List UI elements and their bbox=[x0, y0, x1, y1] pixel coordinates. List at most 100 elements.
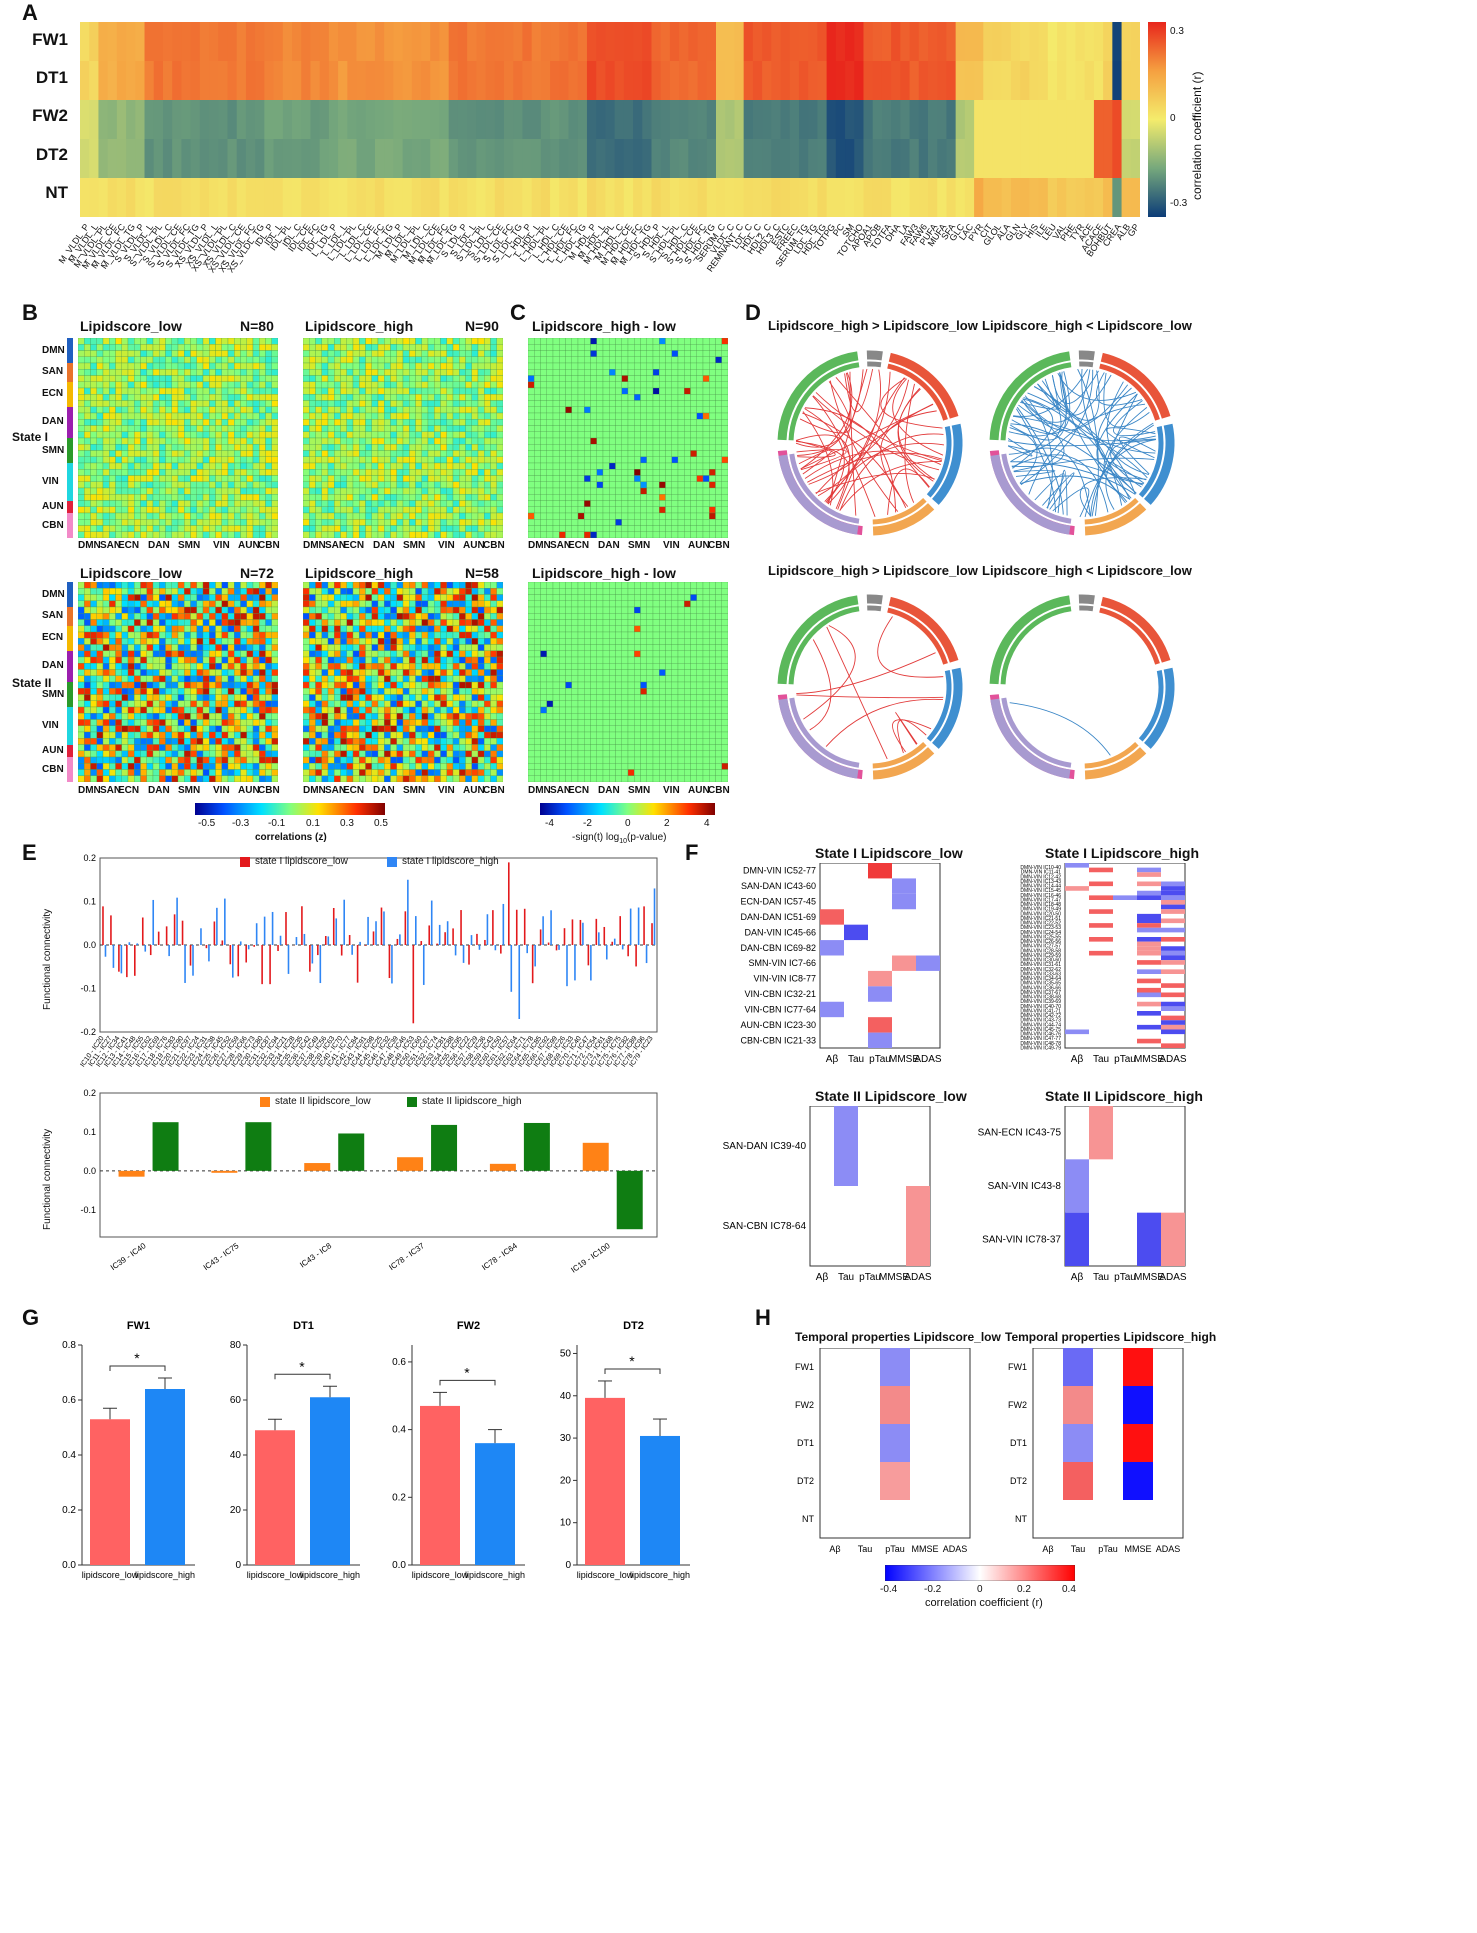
matrix-cell bbox=[402, 600, 410, 608]
heatmap-a-cell bbox=[411, 100, 422, 140]
matrix-cell bbox=[359, 412, 366, 420]
matrix-cell bbox=[177, 444, 185, 451]
matrix-cell bbox=[496, 444, 503, 451]
matrix-cell bbox=[427, 594, 435, 601]
matrix-cell bbox=[352, 619, 360, 626]
matrix-cell bbox=[84, 387, 91, 395]
matrix-cell bbox=[471, 606, 479, 614]
matrix-cell bbox=[115, 644, 122, 651]
matrix-cell bbox=[490, 356, 497, 364]
matrix-cell bbox=[671, 338, 679, 345]
heatmap-a-cell bbox=[301, 139, 311, 179]
matrix-cell bbox=[140, 663, 147, 670]
matrix-cell bbox=[477, 594, 485, 601]
matrix-cell bbox=[121, 500, 129, 507]
matrix-cell bbox=[259, 512, 266, 520]
matrix-cell bbox=[234, 613, 241, 620]
matrix-cell bbox=[127, 638, 135, 645]
heatmap-a-cell bbox=[98, 100, 109, 140]
matrix-cell bbox=[115, 763, 122, 770]
matrix-cell bbox=[340, 431, 347, 439]
matrix-cell bbox=[359, 625, 366, 633]
matrix-cell bbox=[90, 519, 97, 526]
matrix-cell bbox=[159, 631, 166, 639]
heatmap-a-cell bbox=[1047, 100, 1058, 140]
heatmap-a-cell bbox=[116, 61, 127, 101]
matrix-cell bbox=[434, 700, 441, 708]
matrix-cell bbox=[140, 650, 147, 658]
matrix-cell bbox=[402, 375, 410, 382]
matrix-cell bbox=[240, 700, 247, 708]
matrix-cell bbox=[540, 356, 547, 364]
matrix-cell bbox=[127, 356, 135, 364]
heatmap-a-cell bbox=[1029, 100, 1040, 140]
heatmap-a-cell bbox=[725, 100, 735, 140]
matrix-cell bbox=[221, 582, 229, 589]
matrix-cell bbox=[127, 437, 135, 445]
matrix-cell bbox=[377, 375, 385, 382]
matrix-cell bbox=[221, 425, 229, 432]
network-x-label: VIN bbox=[438, 785, 455, 796]
matrix-cell bbox=[421, 431, 429, 439]
matrix-cell bbox=[371, 656, 379, 664]
matrix-cell bbox=[127, 675, 135, 683]
matrix-cell bbox=[477, 519, 485, 526]
matrix-cell bbox=[96, 494, 104, 501]
matrix-cell bbox=[152, 594, 160, 601]
matrix-cell bbox=[477, 525, 485, 532]
matrix-cell bbox=[440, 431, 447, 439]
matrix-cell bbox=[209, 700, 216, 708]
matrix-cell bbox=[184, 469, 191, 476]
matrix-cell bbox=[159, 763, 166, 770]
heatmap-a-cell bbox=[808, 100, 818, 140]
matrix-cell bbox=[271, 444, 278, 451]
matrix-cell bbox=[271, 375, 278, 382]
matrix-cell bbox=[221, 375, 229, 382]
matrix-cell bbox=[396, 500, 404, 507]
matrix-cell bbox=[359, 669, 366, 676]
matrix-cell bbox=[140, 469, 147, 476]
matrix-cell bbox=[384, 594, 391, 601]
matrix-cell bbox=[402, 475, 410, 482]
matrix-cell bbox=[134, 506, 141, 514]
matrix-cell bbox=[134, 631, 141, 639]
matrix-cell bbox=[346, 669, 354, 676]
matrix-cell bbox=[140, 725, 147, 733]
matrix-cell bbox=[427, 719, 435, 726]
matrix-cell bbox=[384, 425, 391, 432]
matrix-cell bbox=[240, 425, 247, 432]
matrix-cell bbox=[402, 625, 410, 633]
matrix-cell bbox=[346, 444, 354, 451]
matrix-cell bbox=[265, 494, 272, 501]
matrix-cell bbox=[215, 381, 222, 389]
matrix-cell bbox=[127, 487, 135, 495]
matrix-cell bbox=[446, 713, 454, 720]
heatmap-a-cell bbox=[550, 61, 560, 101]
matrix-cell bbox=[84, 444, 91, 451]
matrix-cell bbox=[227, 588, 235, 595]
matrix-cell bbox=[184, 638, 191, 645]
matrix-cell bbox=[352, 613, 360, 620]
matrix-cell bbox=[602, 350, 610, 357]
matrix-cell bbox=[259, 412, 266, 420]
heatmap-a-cell bbox=[328, 178, 339, 217]
matrix-cell bbox=[234, 450, 241, 457]
matrix-cell bbox=[196, 594, 204, 601]
matrix-cell bbox=[371, 694, 379, 701]
matrix-cell bbox=[252, 706, 260, 714]
matrix-cell bbox=[259, 688, 266, 695]
heatmap-a-cell bbox=[955, 22, 966, 62]
matrix-cell bbox=[246, 656, 254, 664]
matrix-cell bbox=[484, 582, 491, 589]
matrix-cell bbox=[327, 606, 335, 614]
matrix-cell bbox=[346, 350, 354, 357]
matrix-cell bbox=[490, 769, 497, 776]
matrix-cell bbox=[159, 582, 166, 589]
matrix-cell bbox=[159, 681, 166, 689]
matrix-cell bbox=[315, 356, 322, 364]
matrix-cell bbox=[252, 663, 260, 670]
matrix-cell bbox=[96, 675, 104, 683]
matrix-cell bbox=[265, 431, 272, 439]
matrix-cell bbox=[240, 731, 247, 739]
matrix-cell bbox=[190, 725, 197, 733]
